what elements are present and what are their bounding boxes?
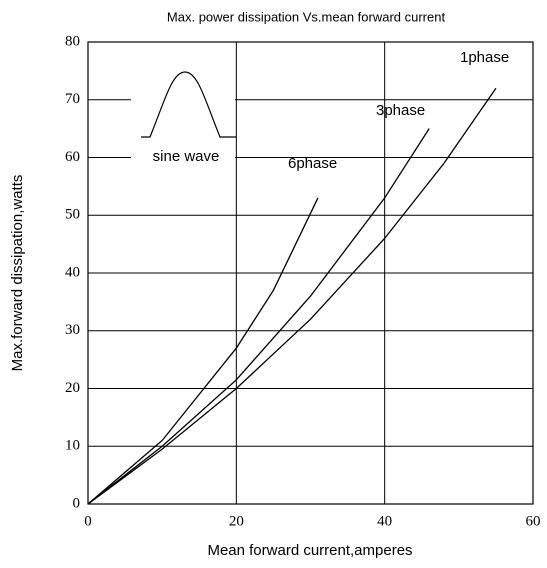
x-tick-label: 60 (526, 513, 541, 529)
plot-frame (87, 41, 534, 505)
y-tick-label: 0 (73, 495, 81, 511)
series-line (87, 128, 430, 505)
y-tick-label: 80 (65, 33, 80, 49)
chart-title: Max. power dissipation Vs.mean forward c… (167, 9, 446, 24)
x-tick-label: 20 (229, 513, 244, 529)
series-label: 1phase (460, 49, 509, 66)
y-tick-label: 60 (65, 149, 80, 165)
inset-label: sine wave (153, 148, 220, 165)
series-line (87, 87, 497, 505)
y-tick-label: 40 (65, 264, 80, 280)
x-tick-label: 0 (84, 513, 92, 529)
series-label: 3phase (376, 102, 425, 119)
series-line (87, 197, 319, 505)
sine-wave-icon (141, 71, 236, 138)
series-label: 6phase (288, 155, 337, 172)
y-tick-label: 20 (65, 380, 80, 396)
y-axis-label: Max.forward dissipation,watts (9, 175, 26, 372)
inset-background (131, 46, 235, 170)
y-tick-label: 10 (65, 438, 80, 454)
y-tick-label: 30 (65, 322, 80, 338)
y-tick-label: 50 (65, 207, 80, 223)
x-axis-label: Mean forward current,amperes (207, 542, 412, 559)
x-tick-label: 40 (377, 513, 392, 529)
y-tick-label: 70 (65, 91, 80, 107)
